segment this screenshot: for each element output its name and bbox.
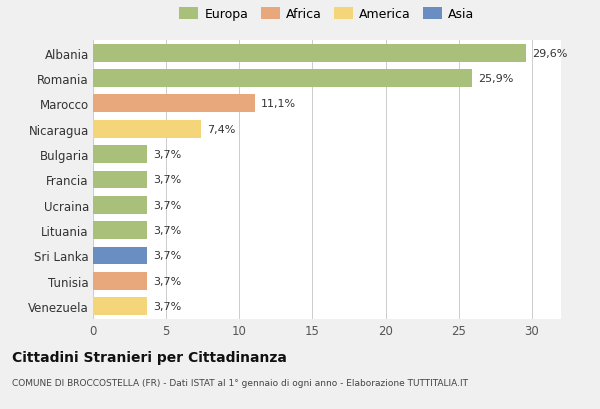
Bar <box>93 171 147 189</box>
Text: 3,7%: 3,7% <box>153 175 181 185</box>
Legend: Europa, Africa, America, Asia: Europa, Africa, America, Asia <box>175 2 479 26</box>
Text: 3,7%: 3,7% <box>153 200 181 210</box>
Text: Cittadini Stranieri per Cittadinanza: Cittadini Stranieri per Cittadinanza <box>12 350 287 364</box>
Bar <box>93 297 147 315</box>
Bar <box>93 222 147 239</box>
Bar <box>93 95 256 113</box>
Bar <box>93 196 147 214</box>
Text: 25,9%: 25,9% <box>478 74 513 84</box>
Text: 3,7%: 3,7% <box>153 150 181 160</box>
Bar <box>93 272 147 290</box>
Bar <box>93 45 526 63</box>
Bar <box>93 247 147 265</box>
Text: 11,1%: 11,1% <box>261 99 296 109</box>
Text: COMUNE DI BROCCOSTELLA (FR) - Dati ISTAT al 1° gennaio di ogni anno - Elaborazio: COMUNE DI BROCCOSTELLA (FR) - Dati ISTAT… <box>12 378 468 387</box>
Text: 3,7%: 3,7% <box>153 225 181 236</box>
Text: 29,6%: 29,6% <box>532 49 567 58</box>
Text: 7,4%: 7,4% <box>207 124 235 135</box>
Text: 3,7%: 3,7% <box>153 251 181 261</box>
Bar <box>93 146 147 164</box>
Text: 3,7%: 3,7% <box>153 276 181 286</box>
Bar <box>93 121 201 138</box>
Text: 3,7%: 3,7% <box>153 301 181 311</box>
Bar <box>93 70 472 88</box>
